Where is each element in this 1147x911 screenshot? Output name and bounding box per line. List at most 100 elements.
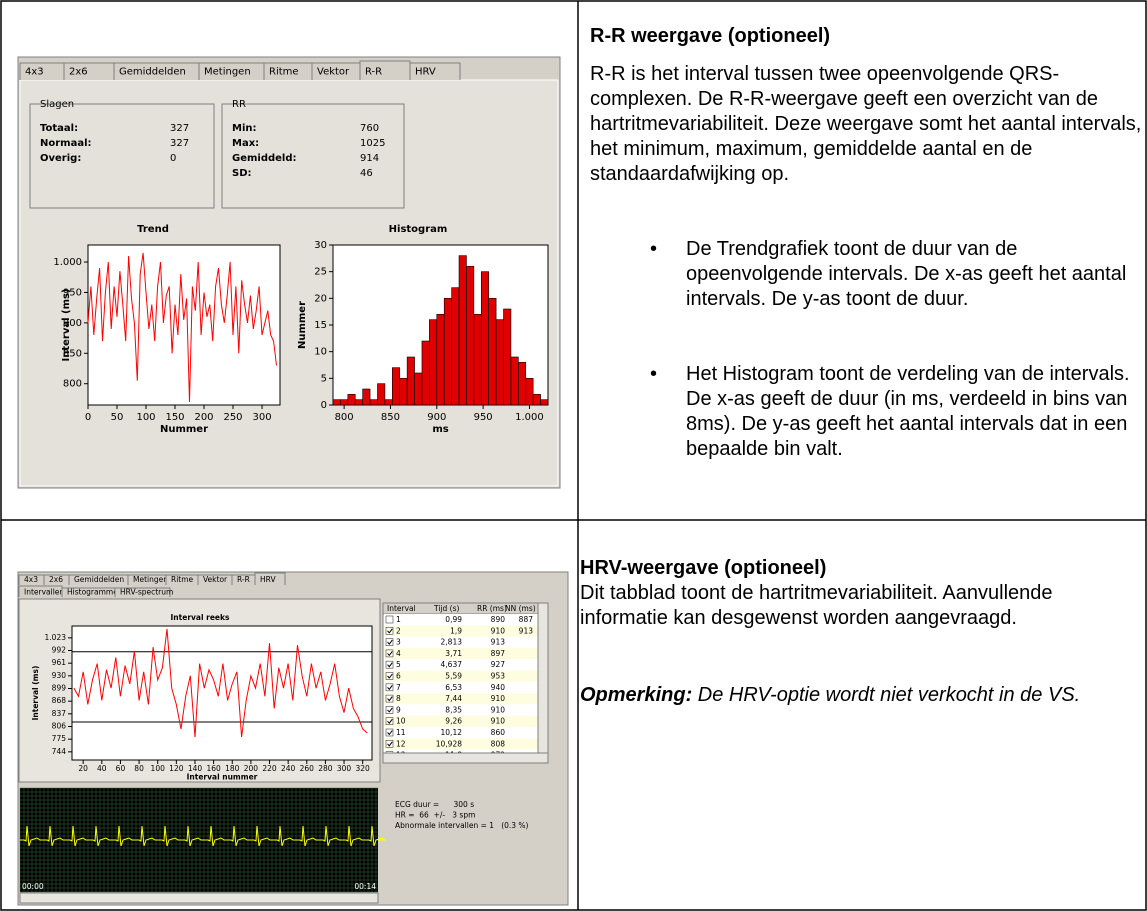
y-tick-label: 992 xyxy=(52,646,67,655)
x-tick-label: 900 xyxy=(427,412,446,423)
field-value: 760 xyxy=(360,123,379,134)
checkbox xyxy=(385,739,394,748)
histogram-bar xyxy=(518,362,527,406)
field-label: Max: xyxy=(232,138,259,149)
bullet-text: De Trendgrafiek toont de duur van de ope… xyxy=(686,238,1127,310)
group-box xyxy=(221,103,405,209)
x-tick-label: 280 xyxy=(318,764,333,773)
x-tick-label: 20 xyxy=(78,764,88,773)
table-cell: 10,928 xyxy=(436,739,462,748)
table-cell: 5 xyxy=(396,660,401,669)
histogram-bar xyxy=(540,399,549,406)
table-cell: 2 xyxy=(396,626,401,635)
checkbox xyxy=(385,694,394,703)
table-cell: 12 xyxy=(396,739,406,748)
x-tick-label: 950 xyxy=(474,412,493,423)
field-label: SD: xyxy=(232,168,252,179)
table-cell: 910 xyxy=(491,705,506,714)
histogram-bar xyxy=(421,340,430,406)
line-series xyxy=(73,628,368,738)
plot-title: Interval reeks xyxy=(171,613,230,622)
table-cell: 890 xyxy=(491,615,506,624)
field-label: Normaal: xyxy=(40,138,92,149)
checkmark xyxy=(387,718,393,724)
histogram-bar xyxy=(451,287,460,406)
tab-label: Intervallen xyxy=(24,588,64,597)
y-tick-label: 0 xyxy=(321,400,327,411)
y-tick-label: 837 xyxy=(52,709,67,718)
tab-label: Histogrammen xyxy=(67,588,123,597)
field-value: 0 xyxy=(170,153,176,164)
field-value: 327 xyxy=(170,138,189,149)
y-tick-label: 30 xyxy=(314,240,327,251)
table-cell: 10 xyxy=(396,717,406,726)
table-row xyxy=(384,659,538,671)
histogram-bar xyxy=(443,298,452,406)
y-tick-label: 15 xyxy=(314,320,327,331)
scrollbar-h xyxy=(19,892,379,904)
heading: R-R weergave (optioneel) xyxy=(590,25,831,47)
checkbox xyxy=(385,626,394,635)
checkmark xyxy=(387,651,393,657)
note-text: De HRV-optie wordt niet verkocht in de V… xyxy=(692,684,1081,706)
table-cell: 3 xyxy=(396,638,401,647)
histogram-bar xyxy=(532,394,541,406)
tab-label: Vektor xyxy=(203,575,228,584)
table-cell: 910 xyxy=(491,694,506,703)
tab-label: 2x6 xyxy=(49,575,63,584)
y-tick-label: 900 xyxy=(63,318,82,329)
ecg-time: 00:14 xyxy=(354,882,376,891)
x-tick-label: 300 xyxy=(337,764,352,773)
y-axis-label: Interval (ms) xyxy=(31,666,40,721)
table-cell: 2,813 xyxy=(441,638,463,647)
column-header: Tijd (s) xyxy=(433,604,459,613)
scrollbar-h xyxy=(382,752,549,764)
checkmark xyxy=(387,741,393,747)
tab xyxy=(254,572,286,585)
table-cell: 10,12 xyxy=(441,728,463,737)
y-tick-label: 961 xyxy=(52,658,67,667)
x-tick-label: 240 xyxy=(281,764,296,773)
y-tick-label: 775 xyxy=(52,734,67,743)
checkmark xyxy=(387,639,393,645)
histogram-bar xyxy=(340,399,349,406)
histogram-bar xyxy=(458,255,467,406)
table-cell: 9 xyxy=(396,705,401,714)
table-row xyxy=(384,670,538,682)
group-title: Slagen xyxy=(40,99,74,110)
x-tick-label: 100 xyxy=(151,764,166,773)
checkbox xyxy=(385,683,394,692)
histogram-bar xyxy=(429,319,438,406)
histogram-bar xyxy=(392,367,401,406)
table-cell: 860 xyxy=(491,728,506,737)
y-axis-label: Nummer xyxy=(297,301,308,349)
histogram-bar xyxy=(436,314,445,406)
field-value: 914 xyxy=(360,153,379,164)
tab xyxy=(114,587,171,597)
field-value: 1025 xyxy=(360,138,385,149)
x-tick-label: 300 xyxy=(252,412,271,423)
field-label: Totaal: xyxy=(40,123,78,134)
bullet-item: • Het Histogram toont de verdeling van de… xyxy=(650,362,1146,462)
y-tick-label: 800 xyxy=(63,379,82,390)
checkbox xyxy=(385,660,394,669)
checkbox xyxy=(385,706,394,714)
checkmark xyxy=(387,662,393,668)
x-axis-label: Nummer xyxy=(160,424,208,435)
x-tick-label: 200 xyxy=(244,764,259,773)
histogram-bar xyxy=(510,356,519,406)
line-series xyxy=(87,252,277,403)
field-label: Min: xyxy=(232,123,257,134)
table-cell: 910 xyxy=(491,717,506,726)
hrv-screenshot: 4x3 2x6 Gemiddelden Metingen Ritme Vektor R-R H… xyxy=(17,571,569,906)
y-tick-label: 930 xyxy=(52,671,67,680)
note: Opmerking: De HRV-optie wordt niet verko… xyxy=(580,683,1146,708)
x-tick-label: 320 xyxy=(356,764,371,773)
table-cell: 8 xyxy=(396,694,401,703)
table-cell: 7,44 xyxy=(445,694,462,703)
tab-label: Vektor xyxy=(317,67,350,78)
y-tick-label: 25 xyxy=(314,267,327,278)
x-tick-label: 120 xyxy=(169,764,184,773)
checkmark xyxy=(387,730,393,736)
